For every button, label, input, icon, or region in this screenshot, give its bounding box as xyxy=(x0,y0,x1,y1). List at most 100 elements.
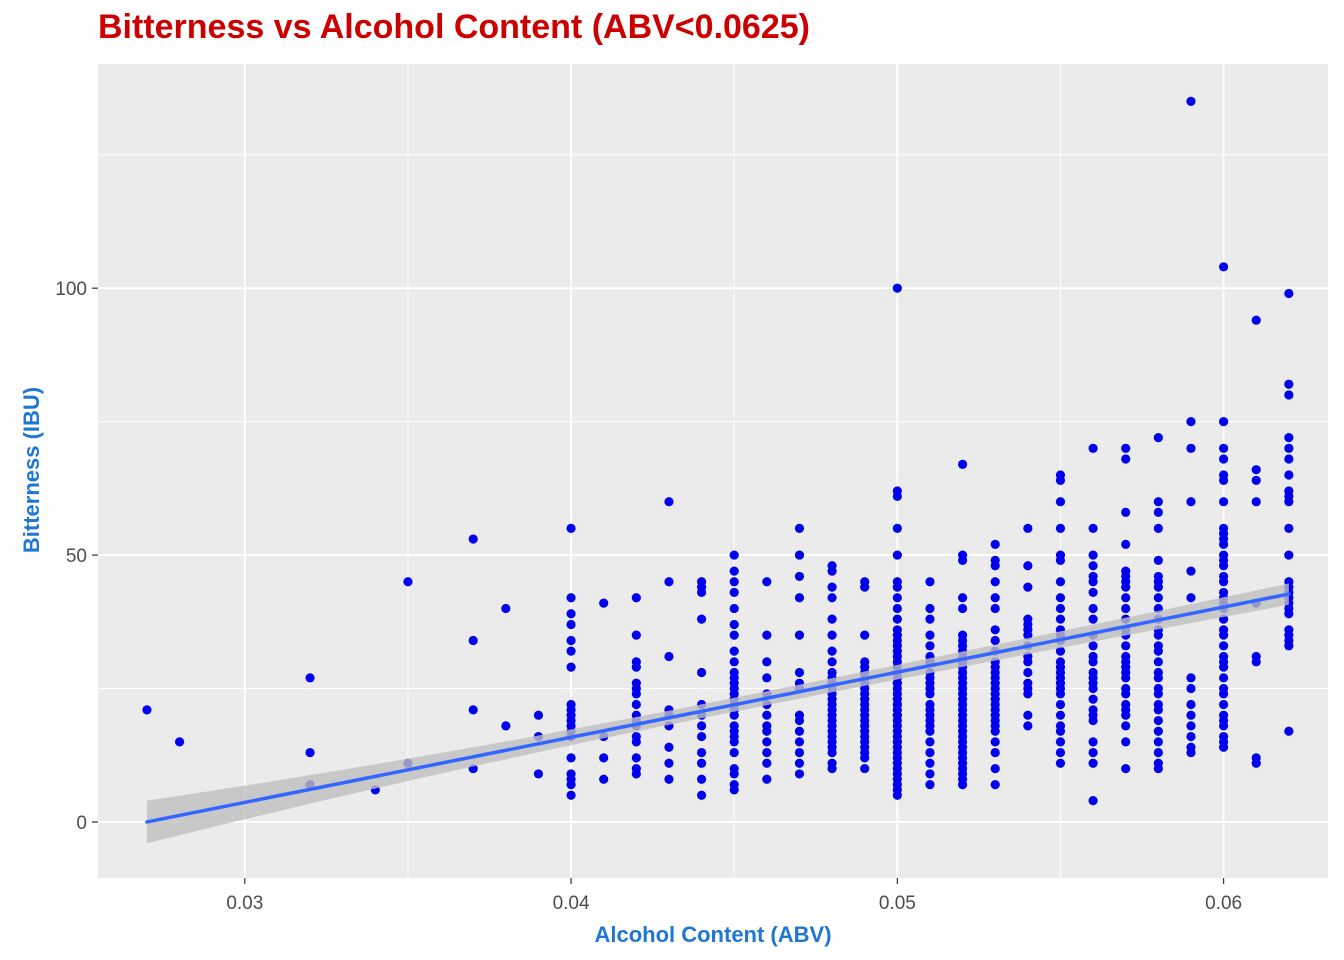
data-point xyxy=(468,635,478,646)
data-point xyxy=(892,593,902,603)
data-point xyxy=(1284,726,1294,736)
data-point xyxy=(1284,609,1294,619)
data-point xyxy=(729,747,739,758)
data-point xyxy=(1121,539,1131,549)
data-point xyxy=(1055,710,1066,720)
data-point xyxy=(1186,497,1196,507)
trend-line-group xyxy=(145,583,1291,844)
data-point xyxy=(957,459,968,469)
data-point xyxy=(925,769,935,779)
data-point xyxy=(1186,699,1196,710)
y-tick-label: 50 xyxy=(66,546,87,567)
data-point xyxy=(1218,742,1229,752)
data-point xyxy=(566,646,576,656)
data-point xyxy=(1251,758,1261,768)
data-point xyxy=(305,673,315,683)
data-point xyxy=(860,753,870,763)
data-point xyxy=(1186,731,1196,742)
data-point xyxy=(1023,667,1033,678)
data-point xyxy=(1284,390,1294,400)
trend-line xyxy=(145,592,1291,824)
data-point xyxy=(1218,417,1229,427)
data-point xyxy=(1218,539,1229,549)
data-point xyxy=(990,593,1000,603)
data-point xyxy=(1153,737,1163,747)
data-point xyxy=(1218,561,1229,571)
data-point xyxy=(892,678,902,688)
data-point xyxy=(174,737,185,747)
data-point xyxy=(1023,630,1033,640)
data-point xyxy=(1055,593,1066,603)
data-point xyxy=(794,726,805,736)
data-point xyxy=(1153,726,1163,736)
data-point xyxy=(1088,603,1098,614)
data-point xyxy=(1186,443,1196,453)
data-point xyxy=(1121,710,1131,720)
data-point xyxy=(1153,705,1163,715)
data-point xyxy=(1284,288,1294,299)
data-point xyxy=(827,646,837,656)
data-point xyxy=(925,779,935,790)
data-point xyxy=(664,774,674,784)
data-point xyxy=(860,582,870,592)
data-point xyxy=(1218,630,1229,640)
axis-ticks xyxy=(92,287,1225,884)
data-point xyxy=(762,747,772,758)
data-point xyxy=(794,737,805,747)
data-point xyxy=(468,534,478,544)
data-point xyxy=(794,550,805,560)
data-point xyxy=(990,737,1000,747)
data-point xyxy=(729,577,739,587)
data-point xyxy=(794,523,805,533)
data-point xyxy=(762,657,772,667)
data-point xyxy=(1055,555,1066,566)
data-point xyxy=(631,630,641,640)
data-point xyxy=(1088,614,1098,624)
data-point xyxy=(631,662,641,672)
data-point xyxy=(1088,443,1098,453)
data-point xyxy=(631,753,641,763)
data-point xyxy=(762,774,772,784)
data-point xyxy=(729,769,739,779)
data-point xyxy=(1088,523,1098,533)
data-point xyxy=(664,577,674,587)
data-point xyxy=(762,630,772,640)
data-point xyxy=(566,619,576,630)
data-point xyxy=(664,651,674,662)
data-point xyxy=(729,785,739,795)
data-point xyxy=(1153,507,1163,517)
data-point xyxy=(1218,673,1229,683)
data-point xyxy=(925,577,935,587)
data-point xyxy=(566,635,576,646)
data-point xyxy=(1153,657,1163,667)
data-point xyxy=(892,582,902,592)
data-point xyxy=(892,737,902,747)
data-point xyxy=(827,747,837,758)
data-point xyxy=(1251,497,1261,507)
data-point xyxy=(860,763,870,774)
data-point xyxy=(1284,550,1294,560)
data-point xyxy=(892,550,902,560)
data-point xyxy=(1153,523,1163,533)
data-point xyxy=(1088,683,1098,694)
data-point xyxy=(1121,603,1131,614)
data-point xyxy=(827,582,837,592)
data-point xyxy=(696,731,707,742)
data-point xyxy=(1023,710,1033,720)
data-point xyxy=(664,758,674,768)
data-point xyxy=(762,710,772,720)
data-point xyxy=(990,577,1000,587)
data-point xyxy=(990,779,1000,790)
data-point xyxy=(1055,689,1066,699)
data-point xyxy=(1284,625,1294,635)
data-point xyxy=(1218,443,1229,453)
data-point xyxy=(892,491,902,501)
data-point xyxy=(1251,315,1261,325)
data-point xyxy=(566,779,576,790)
data-point xyxy=(892,710,902,720)
data-point xyxy=(566,662,576,672)
data-point xyxy=(892,603,902,614)
data-point xyxy=(762,758,772,768)
data-point xyxy=(729,657,739,667)
data-point xyxy=(1055,646,1066,656)
